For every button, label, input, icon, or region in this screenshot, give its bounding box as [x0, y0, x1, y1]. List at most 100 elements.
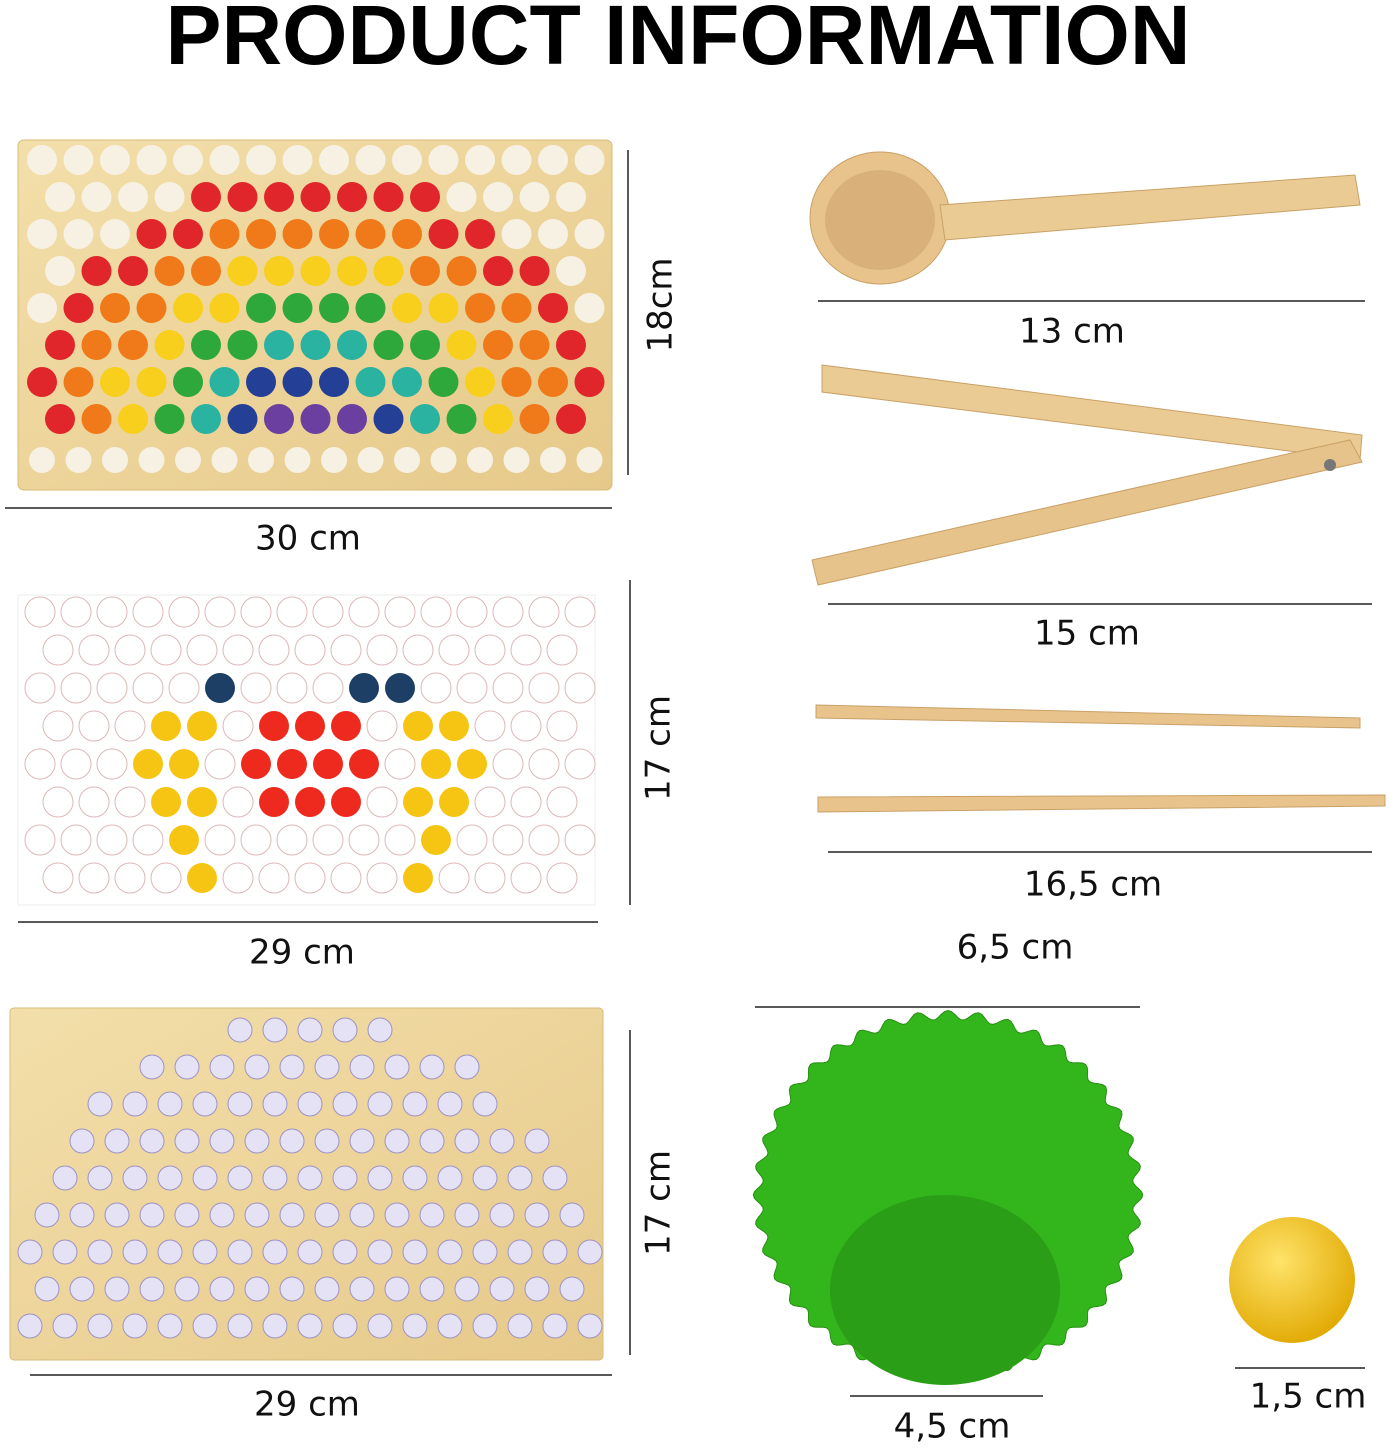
dot	[42, 862, 74, 894]
dot	[540, 447, 566, 473]
dot	[244, 1054, 270, 1080]
dot	[60, 748, 92, 780]
dot	[174, 1276, 200, 1302]
dot	[465, 145, 495, 175]
dot	[100, 145, 130, 175]
dot	[24, 824, 56, 856]
dot	[78, 786, 110, 818]
dot	[337, 404, 367, 434]
dot	[556, 256, 586, 286]
dot	[42, 786, 74, 818]
dot	[81, 330, 112, 360]
dot	[519, 256, 550, 286]
bead	[1229, 1217, 1355, 1343]
dot	[282, 367, 313, 397]
dot	[472, 1313, 498, 1339]
dot	[437, 1165, 463, 1191]
dot	[403, 787, 433, 817]
dot	[114, 710, 146, 742]
dot	[63, 219, 94, 249]
dot	[276, 824, 308, 856]
dot	[151, 787, 181, 817]
dot	[258, 862, 290, 894]
dot	[27, 367, 57, 397]
dot	[483, 182, 513, 212]
dot	[439, 711, 469, 741]
dot	[222, 634, 254, 666]
dot	[17, 1239, 43, 1265]
dot	[489, 1128, 515, 1154]
chopstick	[817, 794, 1386, 813]
dot	[42, 710, 74, 742]
dot	[472, 1091, 498, 1117]
dot	[312, 596, 344, 628]
dot	[319, 367, 349, 397]
dot	[227, 1091, 253, 1117]
dot	[438, 862, 470, 894]
dot	[446, 182, 477, 212]
dot	[227, 1239, 253, 1265]
dot	[258, 634, 290, 666]
dot	[222, 786, 254, 818]
dot	[384, 1276, 410, 1302]
dot	[96, 748, 128, 780]
dot	[277, 749, 307, 779]
dot	[87, 1091, 113, 1117]
dot	[355, 367, 386, 397]
dot	[421, 825, 451, 855]
dot	[446, 404, 477, 434]
dot	[492, 824, 524, 856]
dot	[384, 596, 416, 628]
dot	[349, 673, 379, 703]
dot	[577, 1313, 603, 1339]
dot	[209, 1276, 235, 1302]
dot	[300, 256, 331, 286]
dot	[367, 1091, 393, 1117]
dot	[332, 1313, 358, 1339]
dot	[474, 634, 506, 666]
dot	[42, 634, 74, 666]
dot	[209, 219, 240, 249]
dot	[367, 1239, 393, 1265]
dot	[122, 1313, 148, 1339]
dot	[100, 293, 130, 323]
dot	[546, 634, 578, 666]
dot	[174, 1054, 200, 1080]
dot	[574, 367, 605, 397]
dot	[465, 293, 495, 323]
dot	[154, 330, 185, 360]
dot	[227, 256, 258, 286]
dot	[392, 219, 422, 249]
dot	[467, 447, 493, 473]
dot	[528, 596, 560, 628]
dot	[332, 1017, 358, 1043]
dot	[366, 862, 398, 894]
dot	[259, 711, 289, 741]
dot	[528, 748, 560, 780]
dot	[173, 145, 203, 175]
dot	[312, 824, 344, 856]
dot	[209, 1054, 235, 1080]
dot	[65, 447, 92, 473]
dot	[136, 293, 167, 323]
dot	[69, 1128, 95, 1154]
dot	[264, 404, 294, 434]
dot	[331, 787, 361, 817]
dot	[279, 1054, 305, 1080]
dot	[300, 182, 331, 212]
dot	[454, 1054, 480, 1080]
dot	[538, 145, 568, 175]
dot	[559, 1276, 585, 1302]
dot	[403, 863, 433, 893]
dot	[538, 293, 568, 323]
dot	[24, 596, 56, 628]
dot	[456, 596, 488, 628]
dot	[300, 404, 331, 434]
dot	[519, 182, 550, 212]
dot	[157, 1091, 183, 1117]
dot	[186, 634, 218, 666]
dot	[204, 748, 236, 780]
dot	[276, 672, 308, 704]
dot	[227, 1313, 253, 1339]
dot	[454, 1276, 480, 1302]
